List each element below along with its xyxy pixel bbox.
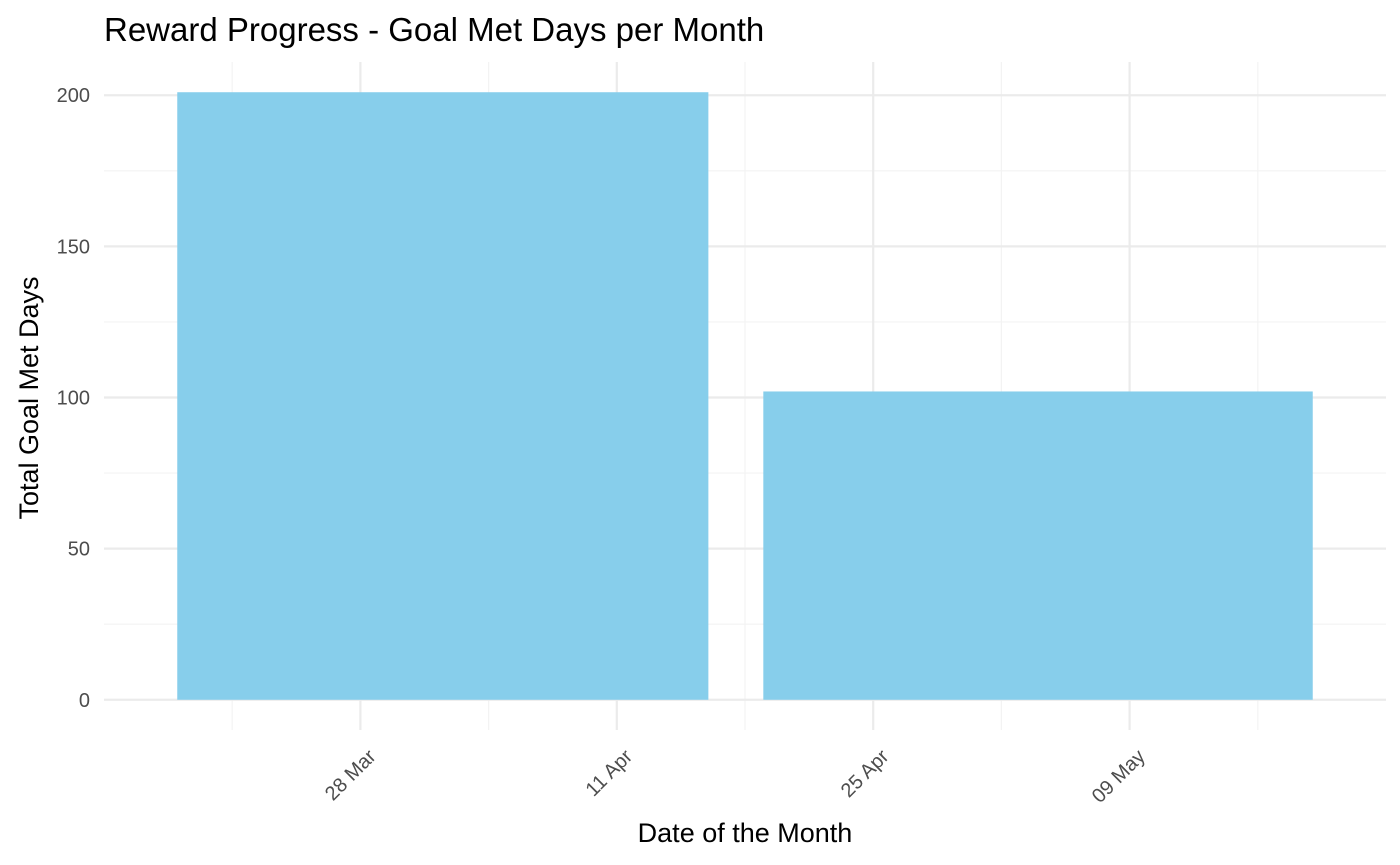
- x-tick-label: 28 Mar: [321, 745, 381, 805]
- x-axis-ticks: 28 Mar 11 Apr 25 Apr 09 May: [321, 745, 1150, 807]
- y-tick-label: 150: [57, 236, 90, 258]
- y-tick-label: 200: [57, 85, 90, 107]
- x-tick-label: 09 May: [1088, 746, 1150, 808]
- bar-2024-04: [177, 92, 709, 700]
- bar-2024-05: [763, 391, 1313, 700]
- y-tick-label: 50: [68, 539, 90, 561]
- x-axis-title: Date of the Month: [638, 818, 853, 848]
- y-tick-label: 100: [57, 388, 90, 410]
- y-axis-title: Total Goal Met Days: [14, 276, 44, 519]
- bars: [177, 92, 1313, 700]
- chart-title: Reward Progress - Goal Met Days per Mont…: [104, 11, 764, 48]
- x-tick-label: 25 Apr: [837, 745, 894, 802]
- x-tick-label: 11 Apr: [582, 745, 638, 801]
- y-axis-ticks: 0 50 100 150 200: [57, 85, 90, 712]
- y-tick-label: 0: [79, 690, 90, 712]
